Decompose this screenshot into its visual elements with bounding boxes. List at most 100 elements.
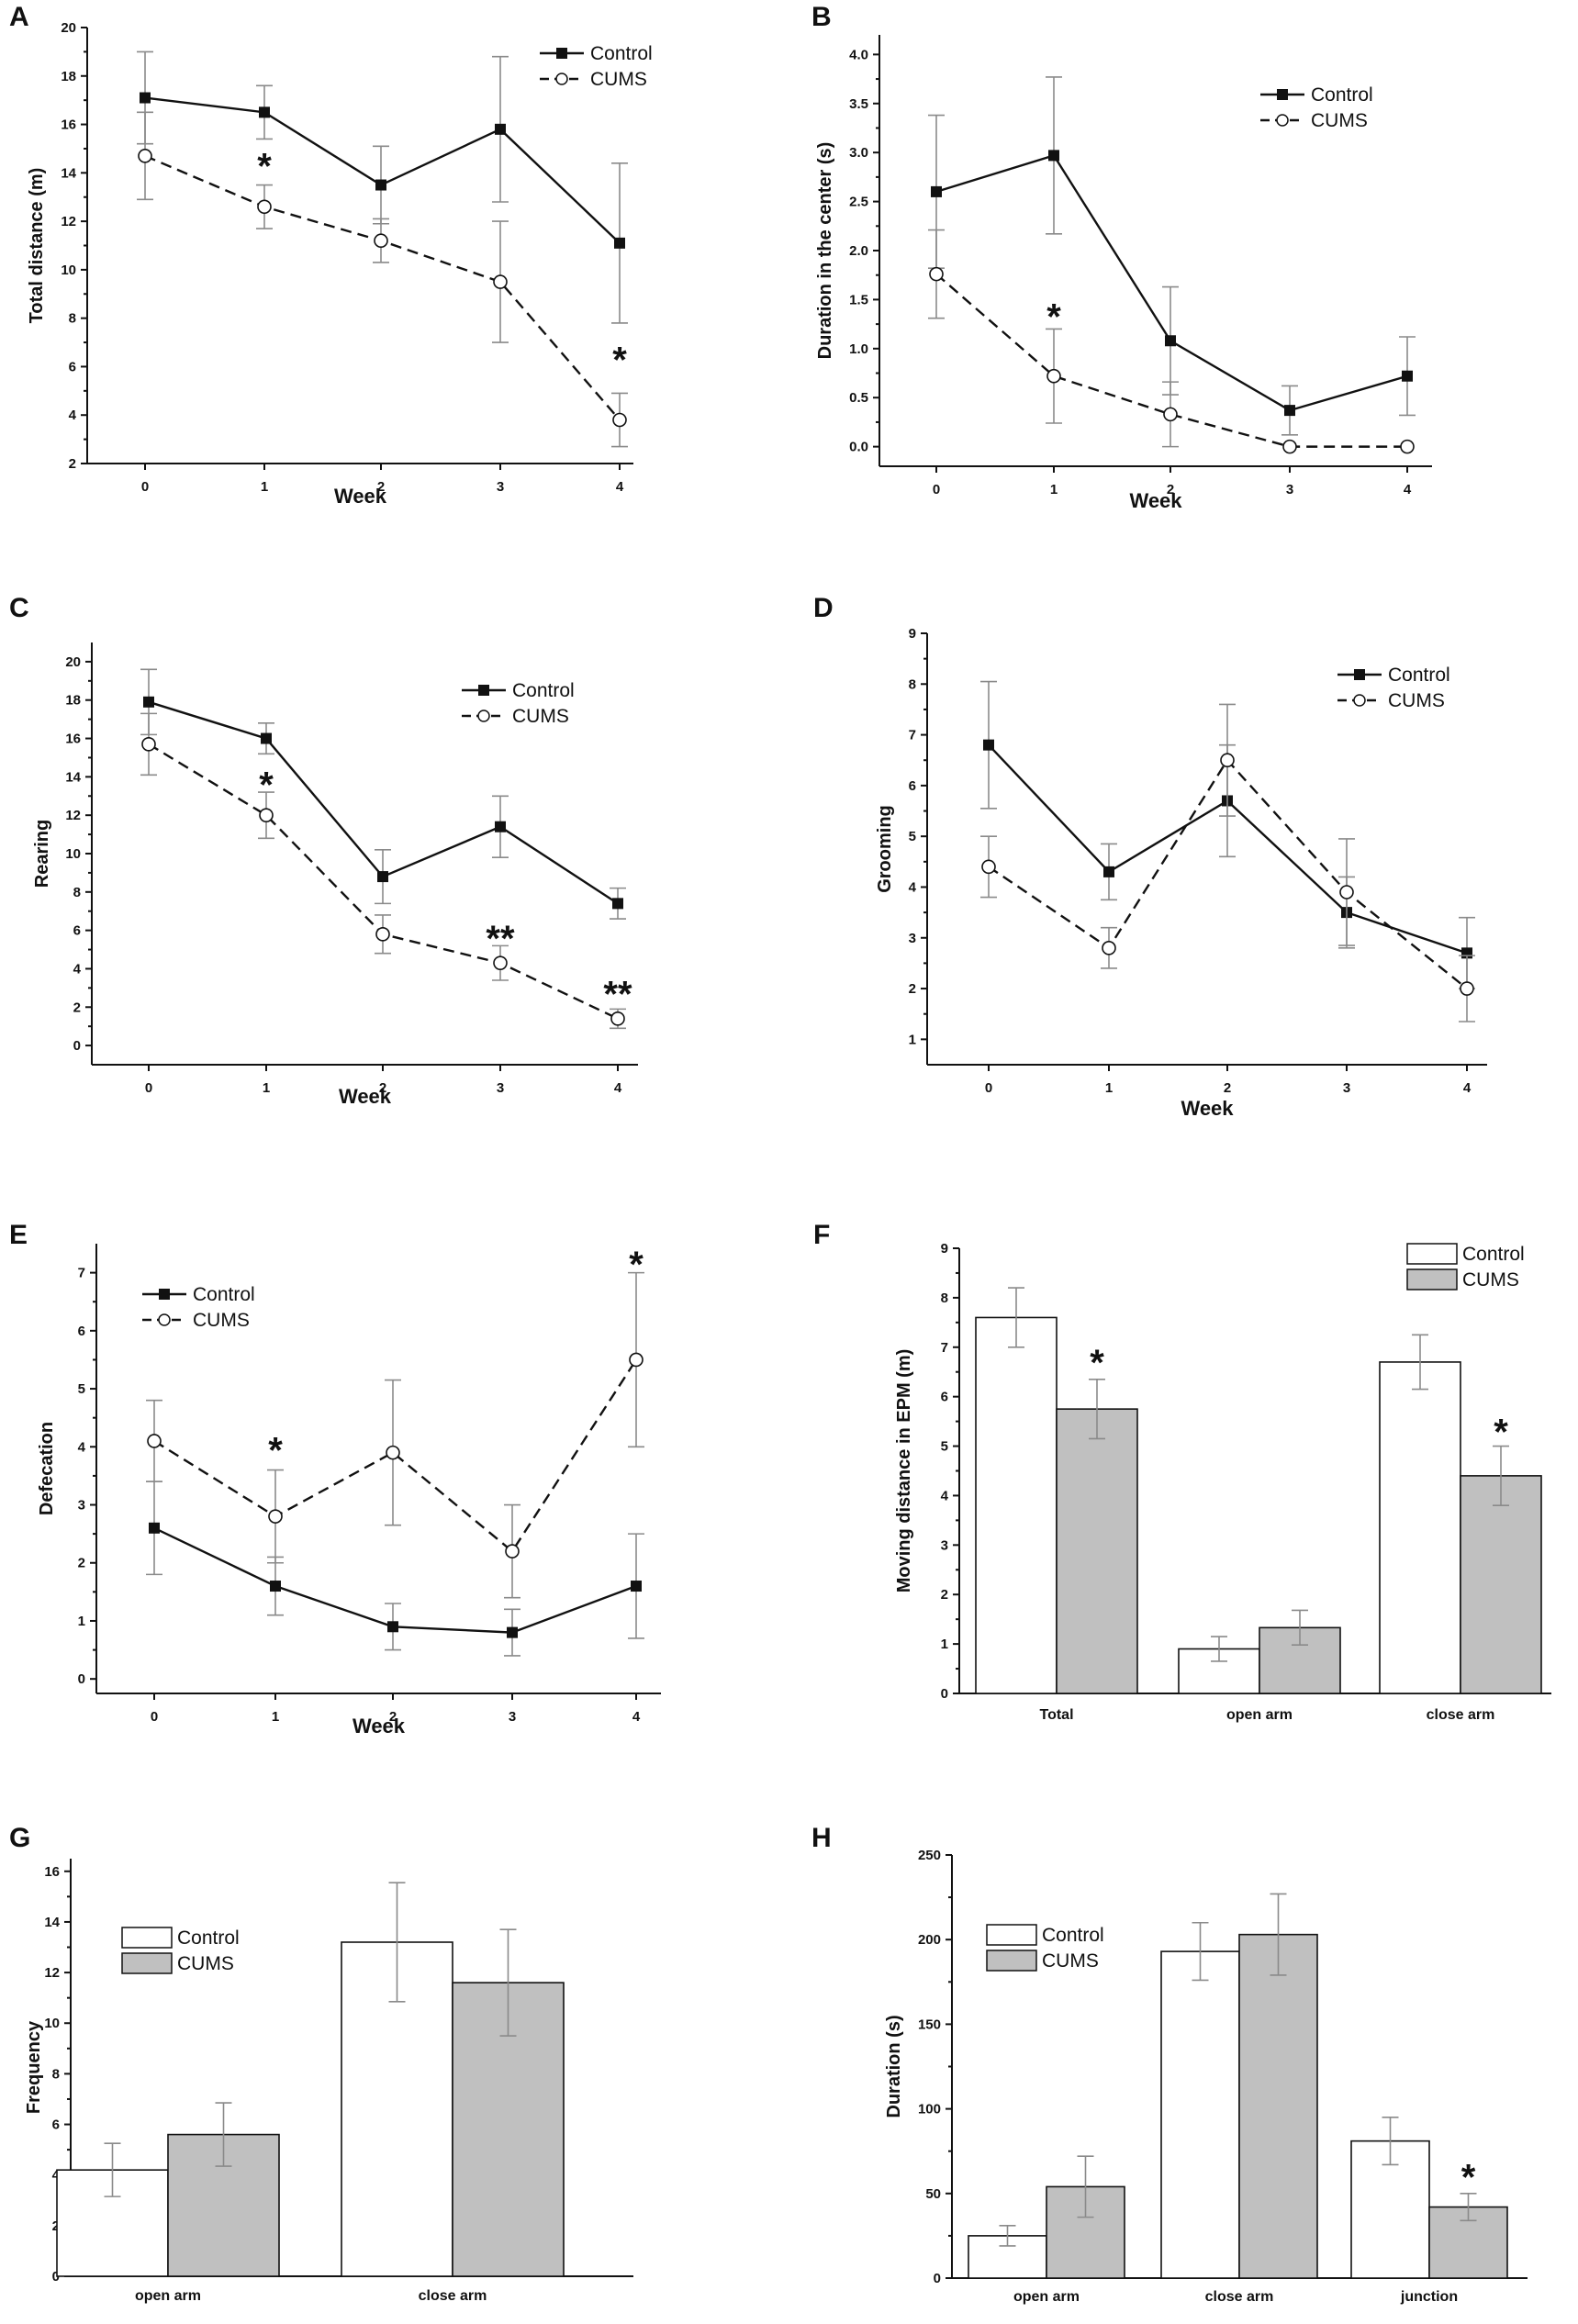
y-axis-title: Total distance (m) — [27, 168, 47, 324]
y-axis-title: Frequency — [24, 2020, 44, 2114]
x-tick-label: 3 — [1343, 1080, 1350, 1096]
y-tick-label: 4 — [909, 879, 917, 895]
y-tick-label: 9 — [941, 1241, 948, 1257]
y-tick-label: 0 — [941, 1686, 948, 1702]
legend-swatch — [1406, 1243, 1458, 1265]
series-control — [137, 50, 628, 324]
panel-letter: G — [9, 1823, 30, 1853]
y-tick-label: 16 — [65, 732, 81, 747]
data-point — [143, 696, 154, 708]
y-tick-label: 8 — [909, 676, 916, 692]
y-tick-label: 16 — [61, 117, 76, 133]
legend-label: CUMS — [1042, 1950, 1099, 1972]
x-tick-label: 1 — [261, 479, 268, 495]
significance-star: ** — [486, 919, 515, 959]
y-tick-label: 0 — [52, 2269, 60, 2285]
legend-label: CUMS — [1388, 690, 1445, 711]
y-tick-label: 10 — [61, 263, 76, 278]
panel-letter: F — [813, 1220, 830, 1250]
bar — [1460, 1475, 1542, 1694]
data-point — [493, 274, 508, 289]
x-tick-label: 4 — [1463, 1080, 1472, 1096]
y-tick-label: 10 — [65, 846, 81, 862]
legend-label: CUMS — [512, 706, 569, 727]
data-point — [138, 149, 152, 163]
legend-marker — [1353, 694, 1366, 707]
y-tick-label: 10 — [44, 2016, 60, 2031]
y-tick-label: 1.0 — [849, 341, 868, 357]
y-tick-label: 7 — [78, 1266, 85, 1281]
data-point — [375, 927, 390, 942]
y-tick-label: 150 — [918, 2017, 941, 2032]
y-tick-label: 6 — [52, 2117, 60, 2133]
data-point — [493, 955, 508, 970]
panel-E: E 0 1 2 3 4 5 6 7 Defecation 0 1 2 3 4 Week * * Control CUM… — [9, 1220, 661, 1737]
y-axis-title: Duration in the center (s) — [815, 142, 835, 360]
legend-marker — [478, 685, 489, 696]
x-tick-label: 1 — [272, 1709, 279, 1725]
y-tick-label: 12 — [61, 214, 76, 229]
series-cums — [980, 703, 1475, 1022]
data-point — [1165, 335, 1176, 347]
y-tick-label: 20 — [61, 20, 76, 36]
data-point — [259, 808, 274, 822]
x-axis-title: Week — [353, 1715, 406, 1737]
legend-label: Control — [1462, 1244, 1525, 1265]
y-tick-label: 20 — [65, 654, 81, 670]
data-point — [140, 92, 151, 104]
bar — [1379, 1361, 1461, 1694]
panel-letter: H — [811, 1823, 832, 1853]
series-cums — [928, 229, 1415, 454]
legend-marker — [477, 709, 490, 722]
data-point — [141, 737, 156, 752]
y-tick-label: 8 — [941, 1290, 948, 1306]
y-axis-title: Grooming — [875, 805, 895, 893]
y-tick-label: 2 — [69, 456, 76, 472]
legend-label: CUMS — [1462, 1269, 1519, 1290]
legend-marker — [556, 48, 567, 59]
legend-label: Control — [1042, 1925, 1104, 1946]
significance-star: * — [257, 146, 272, 186]
y-tick-label: 2.0 — [849, 243, 868, 259]
y-tick-label: 7 — [909, 728, 916, 743]
x-tick-label: 1 — [263, 1080, 270, 1096]
x-axis-title: Week — [1181, 1097, 1234, 1120]
series-cums — [140, 712, 626, 1030]
legend-label: Control — [512, 680, 575, 701]
series-cums — [137, 111, 628, 448]
x-tick-label: 0 — [141, 479, 149, 495]
data-point — [1282, 439, 1297, 454]
data-point — [1102, 941, 1116, 955]
legend-swatch — [986, 1950, 1037, 1972]
y-tick-label: 18 — [61, 69, 76, 84]
x-tick-label: 3 — [1286, 482, 1293, 497]
y-tick-label: 5 — [78, 1381, 85, 1397]
y-tick-label: 0 — [934, 2271, 941, 2286]
y-tick-label: 2 — [941, 1587, 948, 1603]
y-tick-label: 8 — [52, 2066, 60, 2082]
x-tick-label: 4 — [632, 1709, 641, 1725]
data-point — [377, 871, 388, 883]
legend-label: Control — [1311, 84, 1373, 106]
y-tick-label: 6 — [69, 359, 76, 374]
panel-letter: A — [9, 2, 29, 32]
panel-letter: B — [811, 2, 832, 32]
x-tick-label: 2 — [1224, 1080, 1231, 1096]
legend-label: CUMS — [1311, 110, 1368, 131]
legend-label: Control — [193, 1284, 255, 1305]
data-point — [374, 233, 388, 249]
y-axis-title: Rearing — [32, 820, 52, 888]
legend-marker — [1276, 114, 1289, 127]
y-axis-title: Duration (s) — [884, 2015, 904, 2117]
y-tick-label: 200 — [918, 1932, 941, 1948]
bar — [1056, 1408, 1138, 1694]
y-tick-label: 4 — [941, 1488, 949, 1503]
data-point — [505, 1544, 520, 1559]
legend-marker — [159, 1289, 170, 1300]
legend-label: Control — [590, 43, 653, 64]
y-tick-label: 3.0 — [849, 145, 868, 161]
data-point — [1048, 150, 1059, 162]
x-tick-label: 0 — [151, 1709, 158, 1725]
category-label: close arm — [419, 2288, 487, 2304]
